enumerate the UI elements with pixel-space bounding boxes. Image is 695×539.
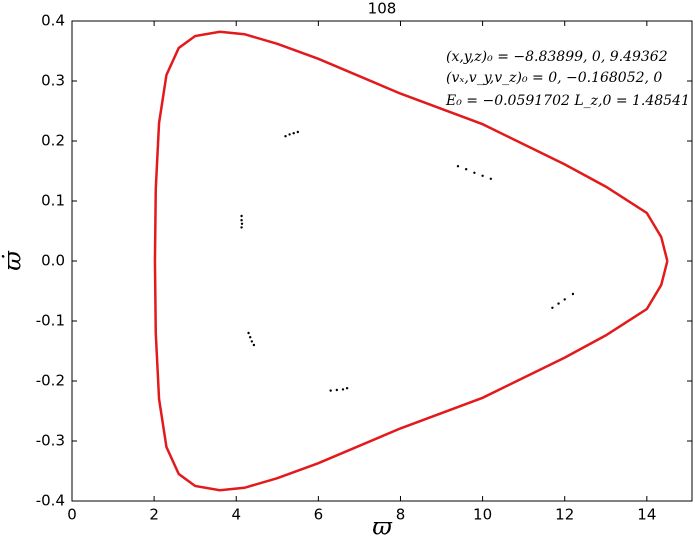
x-tick-label: 0 — [67, 506, 77, 524]
point — [571, 292, 575, 296]
point — [341, 388, 345, 391]
point — [551, 306, 554, 309]
point — [252, 343, 256, 347]
y-tick-label: -0.4 — [36, 492, 65, 510]
point — [481, 174, 484, 177]
point — [473, 171, 476, 174]
point — [563, 298, 566, 301]
point — [329, 389, 332, 392]
point — [240, 214, 243, 218]
point — [288, 133, 291, 136]
x-tick-label: 8 — [396, 506, 406, 524]
point — [557, 302, 560, 305]
annotation: E₀ = −0.0591702 L_z,0 = 1.48541 — [445, 93, 690, 109]
x-tick-label: 10 — [473, 506, 492, 524]
y-tick-label: -0.2 — [36, 372, 65, 390]
y-tick-label: -0.1 — [36, 312, 65, 330]
y-tick-label: 0.3 — [41, 72, 65, 90]
point — [464, 168, 468, 171]
chart-title: 108 — [368, 0, 397, 18]
point — [292, 132, 295, 135]
y-axis-label: ϖ̇ — [0, 250, 27, 271]
point — [335, 388, 339, 392]
point — [284, 135, 287, 138]
point — [240, 222, 244, 225]
point — [250, 340, 254, 343]
y-tick-label: 0.4 — [41, 12, 65, 30]
annotation: (x,y,z)₀ = −8.83899, 0, 9.49362 — [446, 49, 668, 65]
point — [456, 165, 460, 168]
y-tick-label: 0.1 — [41, 192, 65, 210]
point — [489, 177, 493, 180]
x-tick-label: 2 — [149, 506, 159, 524]
y-tick-label: -0.3 — [36, 432, 65, 450]
point — [240, 226, 243, 229]
point — [248, 336, 252, 339]
y-tick-label: 0.0 — [41, 252, 65, 270]
point — [345, 387, 349, 390]
x-tick-label: 12 — [555, 506, 574, 524]
x-tick-label: 4 — [231, 506, 241, 524]
annotation: (vₓ,v_y,v_z)₀ = 0, −0.168052, 0 — [446, 70, 662, 86]
x-tick-label: 6 — [314, 506, 324, 524]
y-tick-label: 0.2 — [41, 132, 65, 150]
curve — [153, 30, 669, 492]
point — [296, 130, 300, 134]
x-axis-label: ϖ — [372, 513, 393, 539]
point — [247, 331, 250, 335]
point — [240, 219, 243, 222]
x-tick-label: 14 — [637, 506, 656, 524]
